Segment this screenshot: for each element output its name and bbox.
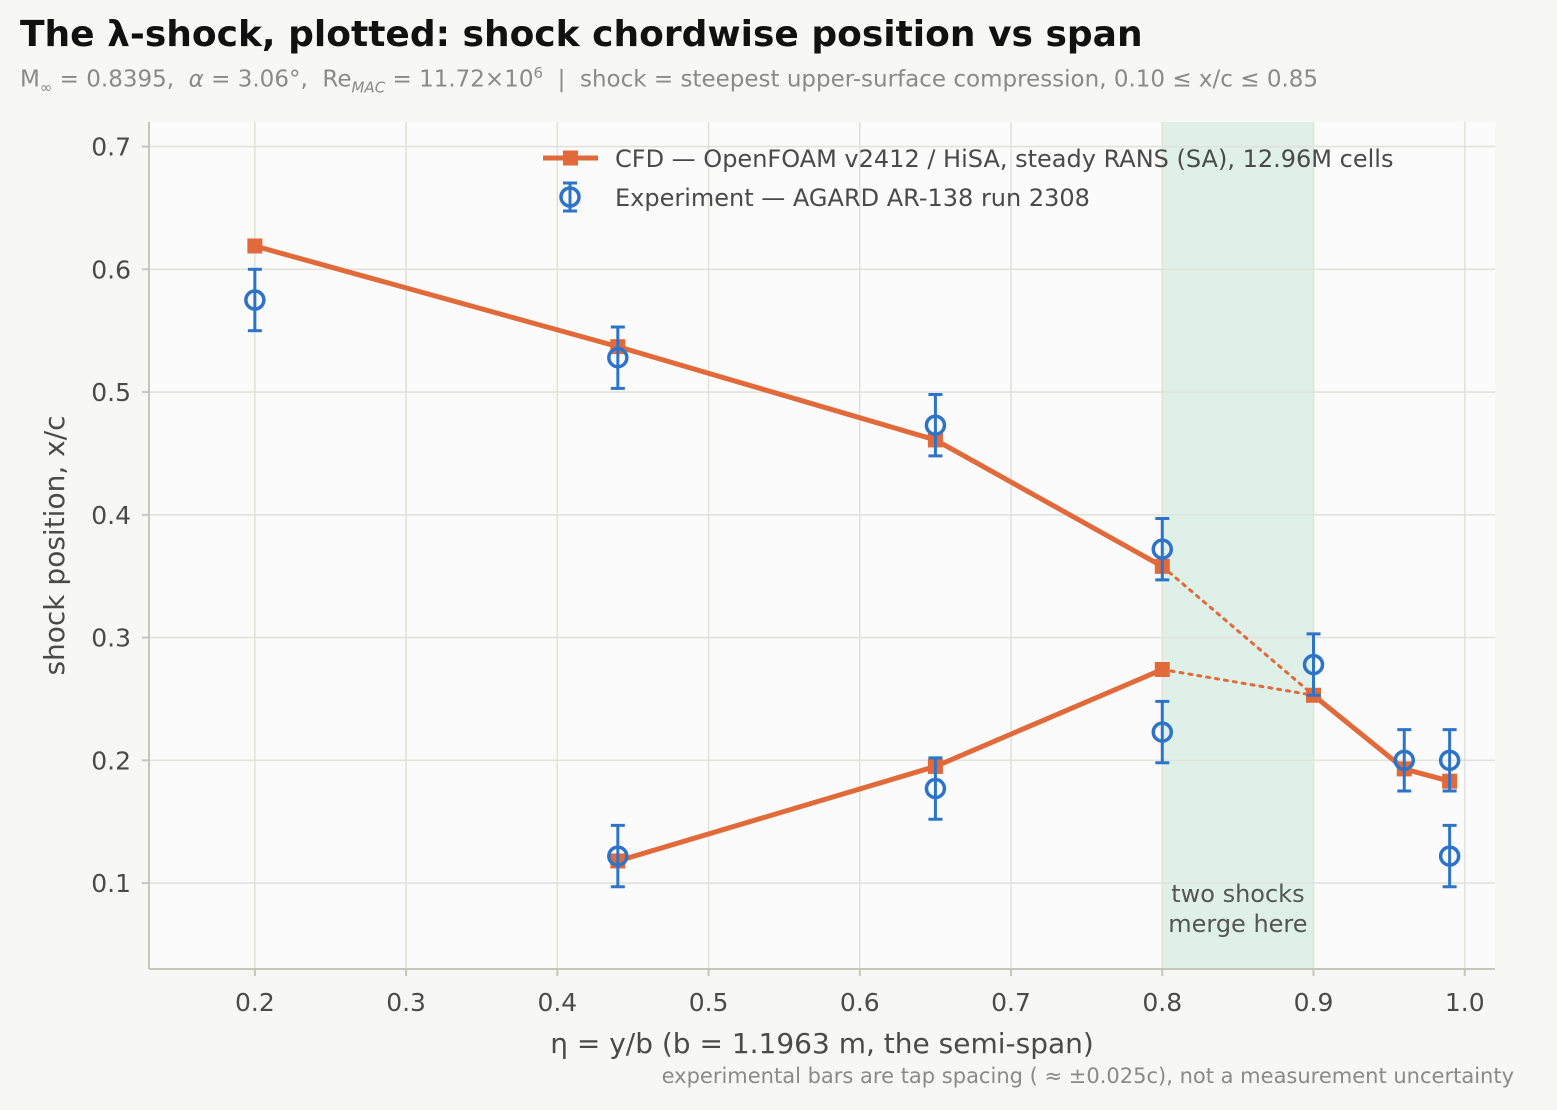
x-tick-label: 0.8 [1142,988,1182,1017]
experiment-point [1438,728,1461,793]
chart-title: The λ-shock, plotted: shock chordwise po… [20,14,1143,55]
cfd-line [254,243,1164,569]
merge-annotation-line: merge here [1168,910,1307,938]
experiment-marker [924,777,947,800]
experiment-point [607,823,629,889]
experiment-marker [607,845,629,867]
legend-cfd-marker [563,150,578,166]
experiment-marker [1438,845,1461,867]
y-tick-label: 0.3 [91,624,131,653]
experiment-point [1302,632,1325,697]
experiment-marker [1151,721,1174,743]
y-tick-label: 0.2 [91,746,131,775]
experiment-point [924,756,947,821]
x-tick-label: 0.5 [689,988,729,1017]
cfd-merge-link [1160,667,1316,697]
y-tick-label: 0.7 [91,133,131,162]
x-tick-label: 1.0 [1445,988,1485,1017]
y-tick-label: 0.1 [91,869,131,898]
experiment-point [244,267,266,333]
experiment-point [607,325,629,390]
experiment-marker [244,289,266,311]
x-tick-label: 0.3 [386,988,426,1017]
experiment-marker [1438,749,1461,772]
y-tick-label: 0.5 [91,378,131,407]
experiment-marker [1302,653,1325,676]
experiment-marker [607,346,629,369]
merge-band [1162,122,1314,969]
footnote: experimental bars are tap spacing ( ≈ ±0… [662,1064,1514,1088]
chart-subtitle: M∞ = 0.8395, α = 3.06°, ReMAC = 11.72×10… [20,64,1319,97]
experiment-point [924,393,947,458]
experiment-point [1438,823,1461,889]
x-tick-label: 0.4 [537,988,577,1017]
experiment-marker [1393,749,1416,772]
y-tick-label: 0.6 [91,255,131,284]
y-tick-label: 0.4 [91,501,131,530]
x-tick-label: 0.7 [991,988,1031,1017]
experiment-point [1151,516,1174,582]
cfd-point [247,238,263,254]
legend-cfd-label: CFD — OpenFOAM v2412 / HiSA, steady RANS… [615,145,1393,173]
cfd-merge-link [1160,564,1316,697]
x-tick-label: 0.2 [235,988,275,1017]
legend-exp-marker [559,186,581,208]
x-axis-label: η = y/b (b = 1.1963 m, the semi-span) [550,1027,1094,1060]
legend-exp-label: Experiment — AGARD AR-138 run 2308 [615,184,1090,212]
experiment-marker [1151,538,1174,560]
experiment-point [1151,699,1174,765]
experiment-point [1393,728,1416,793]
merge-annotation-line: two shocks [1171,880,1304,908]
cfd-point [1154,661,1170,677]
x-tick-label: 0.9 [1294,988,1334,1017]
experiment-marker [924,414,947,436]
x-tick-label: 0.6 [840,988,880,1017]
y-axis-label: shock position, x/c [38,415,71,675]
